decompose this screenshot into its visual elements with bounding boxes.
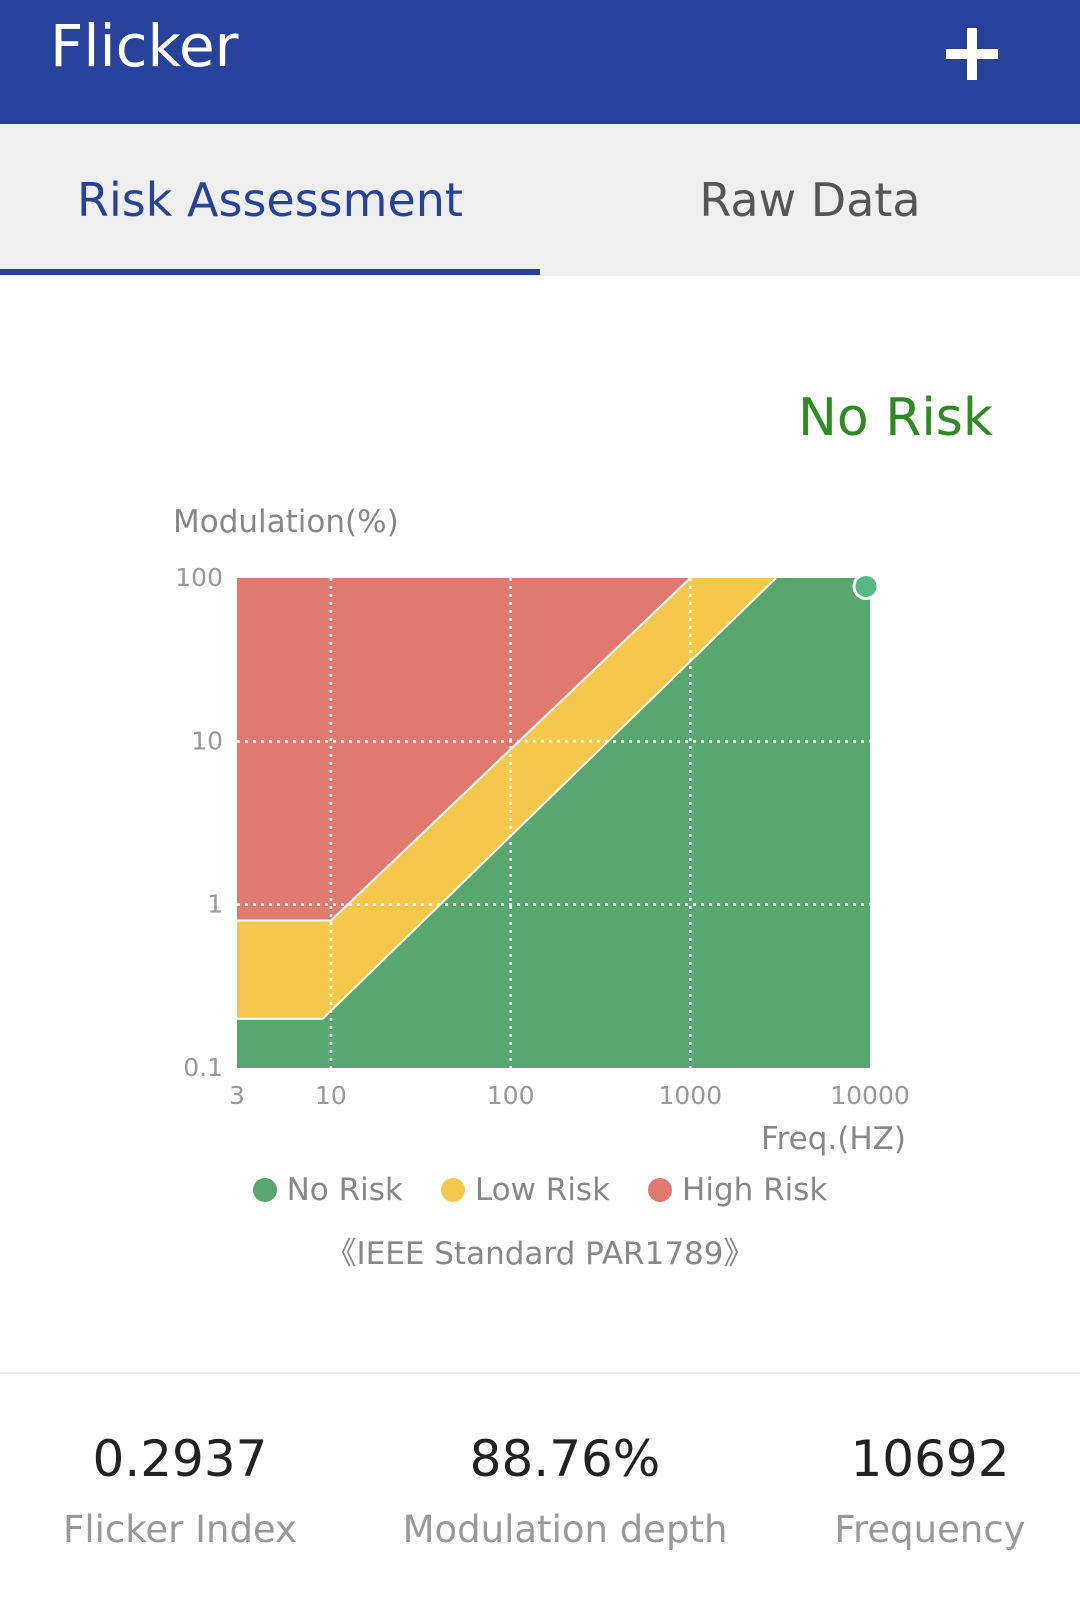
tab-risk-assessment[interactable]: Risk Assessment <box>77 173 463 227</box>
legend-label: Low Risk <box>474 1172 611 1208</box>
x-tick-label: 3 <box>229 1081 245 1110</box>
risk-status: No Risk <box>797 388 993 448</box>
y-tick-label: 100 <box>175 563 223 592</box>
legend-label: High Risk <box>682 1172 828 1208</box>
stat-modulation-depth: 88.76% Modulation depth <box>390 1430 740 1551</box>
x-tick-label: 100 <box>487 1081 535 1110</box>
y-axis-label: Modulation(%) <box>173 504 399 540</box>
stat-label: Modulation depth <box>402 1508 728 1551</box>
legend-dot-no-risk <box>252 1178 277 1202</box>
standard-reference: 《IEEE Standard PAR1789》 <box>325 1236 755 1272</box>
plus-icon <box>946 28 998 80</box>
legend-item-high-risk: High Risk <box>648 1172 827 1208</box>
stat-frequency: 10692 Frequency <box>790 1430 1070 1551</box>
y-tick-label: 1 <box>207 890 223 919</box>
stat-label: Frequency <box>834 1508 1026 1551</box>
stat-flicker-index: 0.2937 Flicker Index <box>40 1430 320 1551</box>
legend-dot-high-risk <box>648 1178 673 1202</box>
active-tab-indicator <box>0 269 540 275</box>
chart-legend: No Risk Low Risk High Risk <box>0 1172 1080 1208</box>
high-risk-region <box>237 578 691 921</box>
tab-bar: Risk Assessment Raw Data <box>0 124 1080 276</box>
add-button[interactable] <box>934 16 1010 92</box>
app-bar: Flicker <box>0 0 1080 124</box>
measurement-point <box>852 572 880 600</box>
stat-value: 88.76% <box>469 1430 661 1488</box>
section-divider <box>0 1372 1080 1374</box>
stat-value: 0.2937 <box>92 1430 268 1488</box>
x-tick-label: 10000 <box>830 1081 910 1110</box>
x-tick-label: 1000 <box>659 1081 723 1110</box>
stat-value: 10692 <box>850 1430 1010 1488</box>
y-tick-label: 0.1 <box>183 1053 223 1082</box>
y-tick-label: 10 <box>191 726 223 755</box>
low-risk-region <box>237 578 776 1019</box>
low-risk-boundary-line <box>237 577 691 922</box>
y-axis-ticks: 100 10 1 0.1 <box>175 563 223 1082</box>
chart-grid <box>237 578 870 1068</box>
x-axis-label: Freq.(HZ) <box>761 1121 906 1157</box>
legend-item-no-risk: No Risk <box>252 1172 403 1208</box>
app-title: Flicker <box>50 12 239 80</box>
stat-label: Flicker Index <box>63 1508 297 1551</box>
x-axis-ticks: 3 10 100 1000 10000 <box>229 1081 910 1110</box>
legend-item-low-risk: Low Risk <box>440 1172 611 1208</box>
legend-label: No Risk <box>286 1172 403 1208</box>
tab-raw-data[interactable]: Raw Data <box>699 173 921 227</box>
no-risk-boundary-line <box>237 577 777 1020</box>
legend-dot-low-risk <box>440 1178 465 1202</box>
no-risk-region <box>237 578 870 1068</box>
x-tick-label: 10 <box>315 1081 347 1110</box>
